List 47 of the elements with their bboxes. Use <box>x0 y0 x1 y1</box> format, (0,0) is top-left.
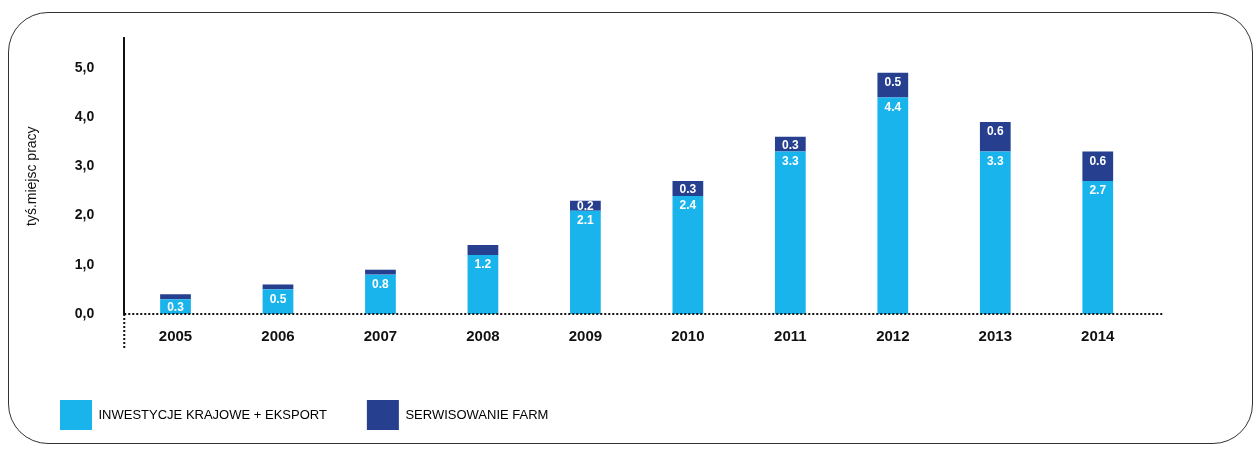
y-tick-label: 3,0 <box>74 157 95 174</box>
data-label: 0.3 <box>167 299 185 314</box>
bar <box>774 151 806 314</box>
bar <box>979 122 1011 152</box>
x-tick-label: 2010 <box>671 327 705 345</box>
data-label: 0.5 <box>884 75 902 90</box>
bar <box>467 254 499 314</box>
bar <box>877 97 909 314</box>
bar <box>570 210 601 314</box>
x-tick-label: 2005 <box>158 327 193 345</box>
bar <box>365 269 396 275</box>
x-tick-label: 2007 <box>363 327 398 345</box>
y-axis-title: tyś.miejsc pracy <box>23 126 40 226</box>
data-label: 2.4 <box>679 198 697 213</box>
data-label: 0.3 <box>782 137 800 152</box>
x-tick-label: 2012 <box>876 327 910 345</box>
y-tick-label: 0,0 <box>74 304 95 321</box>
bar <box>672 195 704 314</box>
data-label: 1.2 <box>474 257 492 272</box>
y-tick-label: 2,0 <box>74 206 95 223</box>
x-tick-label: 2008 <box>466 327 500 345</box>
data-label: 0.3 <box>679 181 697 196</box>
y-tick-label: 1,0 <box>74 255 95 272</box>
data-label: 0.5 <box>269 291 287 306</box>
data-label: 0.8 <box>372 276 390 291</box>
x-tick-label: 2009 <box>568 327 603 345</box>
bar <box>1082 181 1114 314</box>
y-tick-label: 4,0 <box>74 108 95 124</box>
data-label: 0.2 <box>577 199 595 214</box>
data-label: 0.6 <box>986 124 1004 139</box>
legend-label: INWESTYCJE KRAJOWE + EKSPORT <box>98 406 327 422</box>
data-label: 4.4 <box>884 99 902 114</box>
x-tick-label: 2013 <box>978 327 1012 345</box>
data-label: 2.1 <box>577 212 595 227</box>
data-label: 0.6 <box>1089 153 1107 168</box>
data-label: 2.7 <box>1089 183 1107 198</box>
bar <box>467 245 499 255</box>
y-tick-label: 5,0 <box>74 58 95 75</box>
bar <box>262 284 294 290</box>
bar <box>979 151 1011 314</box>
x-tick-label: 2014 <box>1081 327 1116 345</box>
bar <box>160 294 191 300</box>
x-tick-label: 2006 <box>261 327 295 345</box>
data-label: 3.3 <box>782 153 800 168</box>
data-label: 3.3 <box>986 153 1004 168</box>
x-tick-label: 2011 <box>774 327 807 345</box>
legend-label: SERWISOWANIE FARM <box>405 406 549 422</box>
